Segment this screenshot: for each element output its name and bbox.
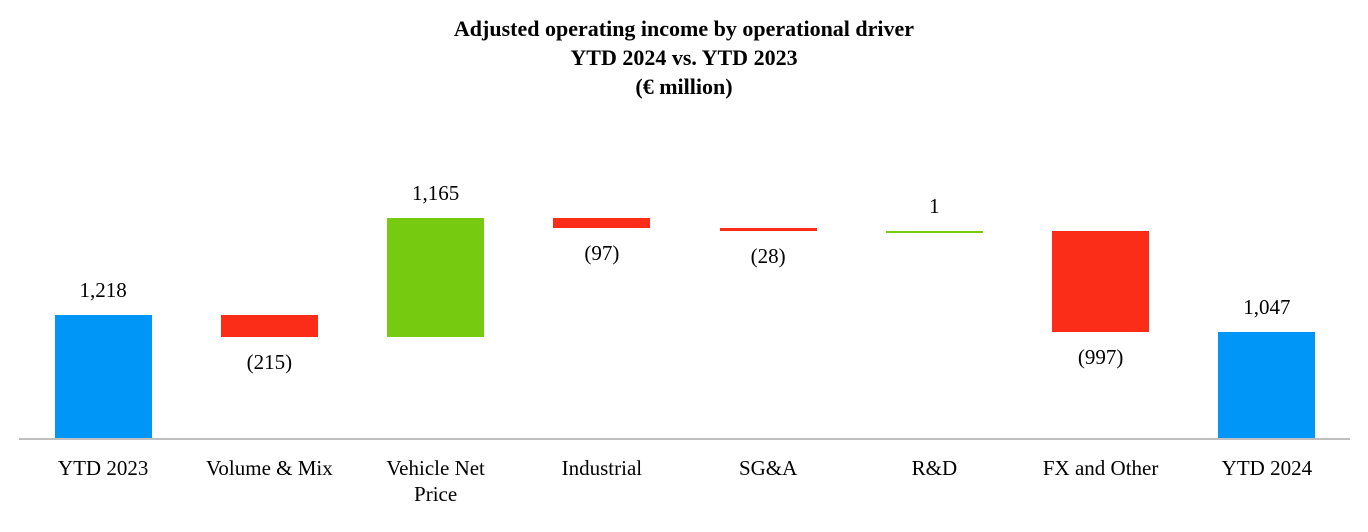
chart-title-line-1: Adjusted operating income by operational… bbox=[453, 16, 915, 41]
x-axis-label-vehicle-net-price: Vehicle Net Price bbox=[386, 456, 485, 506]
waterfall-bar-ytd-2024 bbox=[1218, 332, 1316, 439]
chart-title-line-3: (€ million) bbox=[635, 74, 733, 99]
x-axis-label-industrial: Industrial bbox=[561, 456, 643, 480]
bar-value-label: 1,165 bbox=[412, 181, 460, 206]
x-axis-line bbox=[19, 438, 1350, 440]
x-axis-label-ytd-2023: YTD 2023 bbox=[57, 456, 149, 480]
x-axis-label-ytd-2024: YTD 2024 bbox=[1221, 456, 1313, 480]
waterfall-bar-industrial bbox=[553, 218, 651, 229]
x-axis-label-sg-a: SG&A bbox=[738, 456, 798, 480]
bar-value-label: 1,218 bbox=[79, 278, 127, 302]
bar-value-label: (997) bbox=[1077, 345, 1124, 370]
x-axis-label-r-d: R&D bbox=[911, 456, 958, 480]
waterfall-bar-volume-mix bbox=[220, 315, 318, 337]
chart-title-line-2: YTD 2024 vs. YTD 2023 bbox=[570, 45, 798, 70]
x-axis-label-fx-and-other: FX and Other bbox=[1042, 456, 1159, 480]
waterfall-bar-sg-a bbox=[719, 228, 817, 231]
bar-value-label: (28) bbox=[750, 244, 786, 268]
waterfall-bar-r-d bbox=[885, 230, 983, 233]
waterfall-bar-vehicle-net-price bbox=[387, 218, 485, 337]
waterfall-bar-ytd-2023 bbox=[54, 315, 152, 439]
chart-title: Adjusted operating income by operational… bbox=[0, 14, 1368, 101]
bar-value-label: (97) bbox=[584, 241, 620, 266]
x-axis-labels: YTD 2023 Volume & Mix Vehicle Net Price Ind… bbox=[20, 455, 1350, 507]
bar-value-label: 1 bbox=[929, 193, 940, 218]
waterfall-bar-fx-and-other bbox=[1052, 230, 1150, 333]
bar-value-label: 1,047 bbox=[1243, 295, 1291, 320]
bar-value-label: (215) bbox=[246, 349, 293, 374]
x-axis-label-volume-mix: Volume & Mix bbox=[205, 456, 333, 480]
